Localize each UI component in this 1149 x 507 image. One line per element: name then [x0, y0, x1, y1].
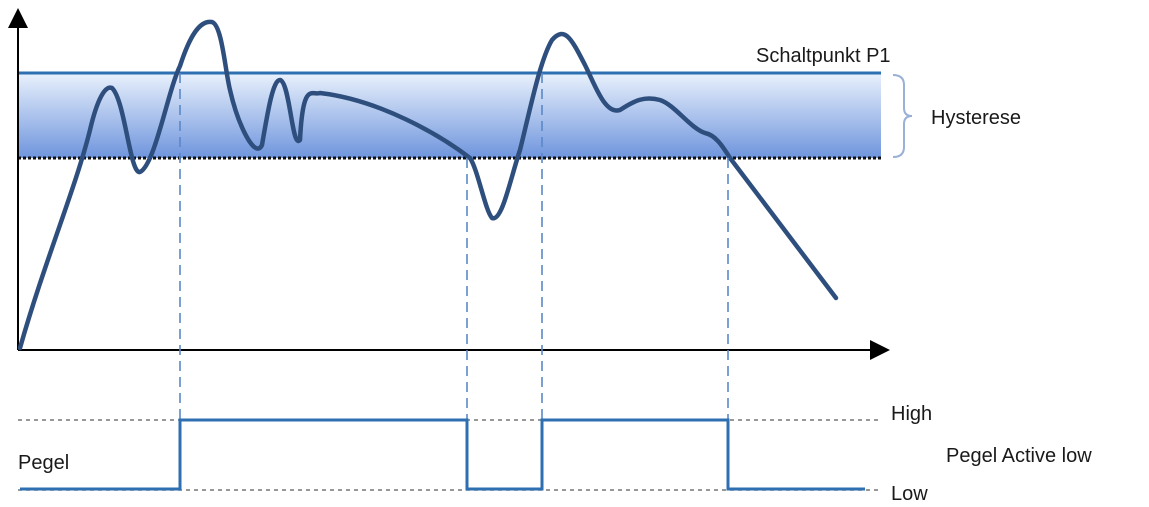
hysteresis-brace	[892, 74, 913, 158]
switching-output-signal	[20, 418, 865, 491]
mode-label: Pegel Active low	[946, 445, 1092, 467]
level-low-label: Low	[891, 483, 928, 505]
signal-level-label: Pegel	[18, 452, 69, 474]
switching-guide-lines	[179, 73, 729, 420]
setpoint-label: Schaltpunkt P1	[756, 45, 891, 67]
process-value-curve	[17, 19, 839, 351]
level-high-label: High	[891, 403, 932, 425]
hysteresis-label: Hysterese	[931, 107, 1021, 129]
